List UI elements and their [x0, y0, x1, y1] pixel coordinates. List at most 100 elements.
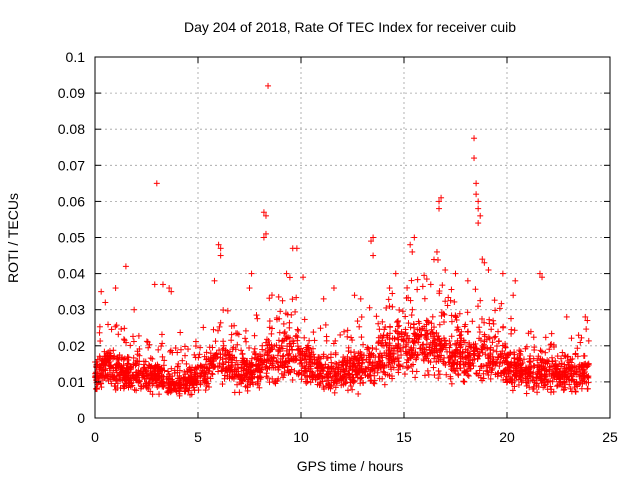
- data-point: [253, 366, 260, 373]
- data-point: [182, 352, 189, 359]
- data-point: [263, 363, 270, 370]
- y-tick-label: 0.1: [66, 49, 86, 65]
- data-point: [217, 252, 224, 259]
- data-point: [286, 334, 293, 341]
- data-point: [412, 331, 419, 338]
- data-point: [385, 346, 392, 353]
- data-point: [159, 353, 166, 360]
- data-point: [558, 355, 565, 362]
- data-point: [174, 349, 181, 356]
- data-point: [197, 344, 204, 351]
- data-point: [294, 326, 301, 333]
- data-point: [433, 329, 440, 336]
- data-point: [581, 378, 588, 385]
- data-point: [275, 375, 282, 382]
- data-point: [399, 308, 406, 315]
- data-point: [370, 234, 377, 241]
- data-point: [386, 359, 393, 366]
- data-point: [96, 329, 103, 336]
- data-point: [443, 371, 450, 378]
- data-point: [542, 373, 549, 380]
- data-point: [437, 338, 444, 345]
- data-point: [448, 312, 455, 319]
- data-point: [257, 376, 264, 383]
- data-point: [522, 375, 529, 382]
- data-point: [542, 360, 549, 367]
- data-point: [506, 364, 513, 371]
- data-point: [485, 355, 492, 362]
- data-point: [266, 379, 273, 386]
- data-point: [234, 341, 241, 348]
- data-point: [563, 313, 570, 320]
- data-point: [512, 370, 519, 377]
- data-point: [522, 345, 529, 352]
- data-point: [407, 324, 414, 331]
- data-point: [358, 350, 365, 357]
- data-point: [379, 375, 386, 382]
- data-point: [212, 338, 219, 345]
- data-point: [473, 370, 480, 377]
- data-point: [266, 355, 273, 362]
- data-point: [219, 356, 226, 363]
- data-point: [202, 387, 209, 394]
- data-point: [442, 298, 449, 305]
- data-point: [163, 376, 170, 383]
- data-point: [135, 379, 142, 386]
- data-point: [158, 331, 165, 338]
- data-point: [420, 356, 427, 363]
- data-point: [511, 327, 518, 334]
- data-point: [550, 341, 557, 348]
- data-point: [447, 341, 454, 348]
- data-point: [300, 274, 307, 281]
- data-point: [256, 373, 263, 380]
- data-point: [289, 346, 296, 353]
- data-point: [268, 292, 275, 299]
- data-point: [447, 297, 454, 304]
- data-point: [380, 368, 387, 375]
- data-point: [302, 367, 309, 374]
- data-point: [286, 274, 293, 281]
- data-point: [477, 297, 484, 304]
- data-point: [342, 378, 349, 385]
- data-point: [466, 340, 473, 347]
- y-tick-label: 0: [77, 410, 85, 426]
- data-point: [245, 366, 252, 373]
- data-point: [464, 277, 471, 284]
- data-point: [323, 337, 330, 344]
- data-point: [207, 358, 214, 365]
- data-point: [133, 387, 140, 394]
- data-point: [535, 368, 542, 375]
- data-point: [172, 345, 179, 352]
- data-point: [175, 383, 182, 390]
- data-point: [275, 363, 282, 370]
- data-point: [100, 362, 107, 369]
- data-point: [526, 384, 533, 391]
- data-point: [233, 368, 240, 375]
- data-point: [357, 295, 364, 302]
- data-point: [204, 374, 211, 381]
- data-point: [494, 354, 501, 361]
- data-point: [519, 371, 526, 378]
- data-point: [268, 330, 275, 337]
- data-point: [487, 359, 494, 366]
- data-point: [191, 351, 198, 358]
- data-point: [414, 286, 421, 293]
- data-point: [394, 334, 401, 341]
- data-point: [373, 346, 380, 353]
- data-point: [219, 381, 226, 388]
- data-point: [429, 329, 436, 336]
- data-point: [280, 374, 287, 381]
- data-point: [256, 351, 263, 358]
- data-point: [411, 338, 418, 345]
- data-point: [542, 334, 549, 341]
- data-point: [430, 364, 437, 371]
- data-point: [96, 353, 103, 360]
- data-point: [576, 366, 583, 373]
- data-point: [452, 313, 459, 320]
- data-point: [476, 329, 483, 336]
- data-point: [449, 353, 456, 360]
- data-point: [320, 295, 327, 302]
- data-point: [156, 368, 163, 375]
- data-point: [534, 389, 541, 396]
- data-point: [382, 324, 389, 331]
